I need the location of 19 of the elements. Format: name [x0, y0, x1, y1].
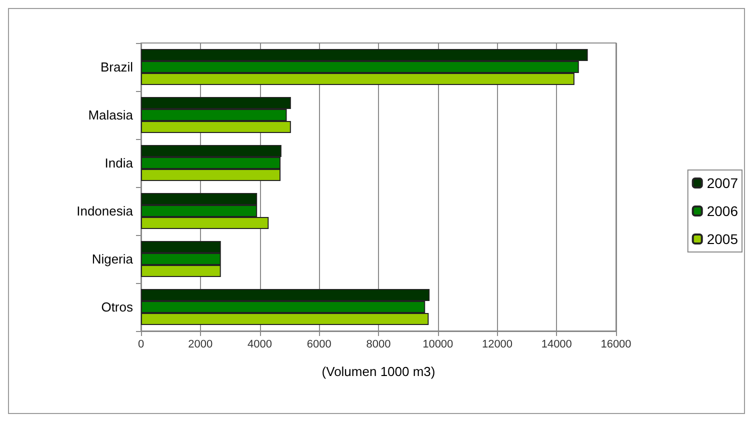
x-tick-label: 10000 — [422, 338, 454, 350]
y-tick-label: India — [104, 156, 134, 170]
x-tick-label: 0 — [138, 338, 144, 350]
y-tick-label: Indonesia — [76, 204, 134, 218]
y-tick-label: Nigeria — [92, 252, 134, 266]
y-tick-label: Brazil — [100, 60, 134, 74]
x-tick-label: 14000 — [541, 338, 572, 350]
legend-label: 2006 — [706, 203, 738, 219]
x-axis-title: (Volumen 1000 m3) — [322, 364, 436, 379]
x-tick-label: 4000 — [248, 338, 272, 350]
y-tick-label: Otros — [101, 300, 134, 314]
y-tick-label: Malasia — [88, 108, 134, 122]
x-tick-label: 16000 — [600, 338, 632, 350]
x-tick-label: 8000 — [366, 338, 391, 350]
legend-label: 2005 — [706, 231, 738, 247]
x-tick-label: 2000 — [188, 338, 213, 350]
x-tick-label: 6000 — [306, 338, 332, 350]
x-tick-label: 12000 — [482, 338, 513, 350]
legend-label: 2007 — [706, 175, 738, 191]
